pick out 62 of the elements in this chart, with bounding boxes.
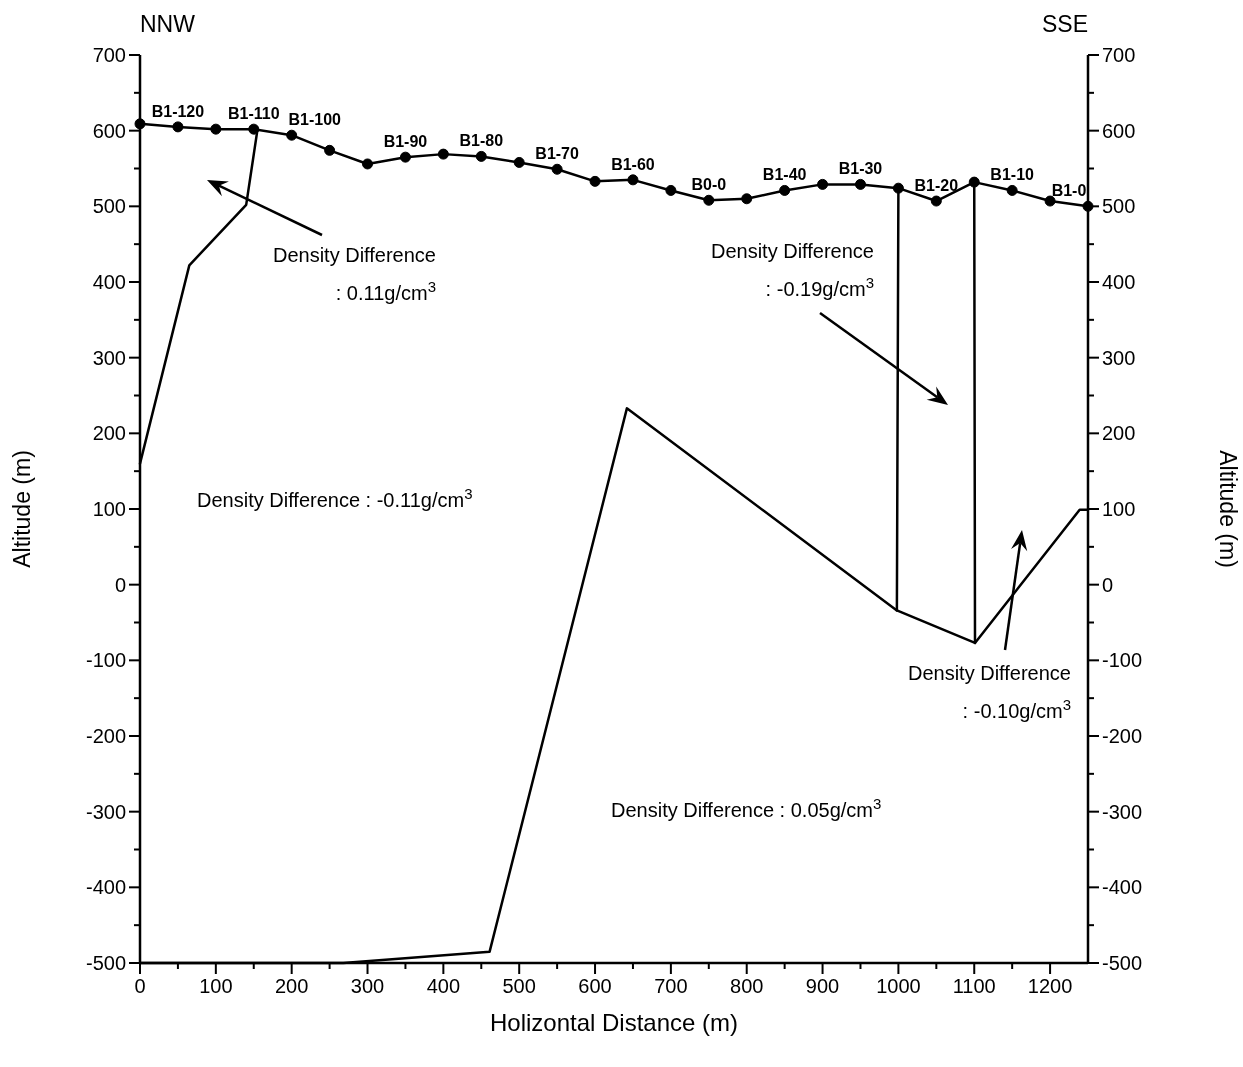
annotation: B1-10 bbox=[990, 166, 1035, 184]
x-tick-label: 500 bbox=[502, 975, 536, 997]
annotation: Density Difference : 0.05g/cm$^{3}$ bbox=[611, 794, 882, 821]
y2-tick-label: 600 bbox=[1102, 119, 1136, 142]
annotation: Density Difference : -0.10g/cm$^{3}$ bbox=[907, 662, 1071, 722]
y2-tick-label: 100 bbox=[1102, 498, 1136, 520]
y2-tick-label: -200 bbox=[1102, 725, 1143, 747]
y2-tick-label: 200 bbox=[1102, 422, 1136, 445]
x-axis-title: Holizontal Distance (m) bbox=[489, 1009, 739, 1036]
text: SSE bbox=[1041, 11, 1088, 37]
x-tick-label: 1100 bbox=[952, 975, 996, 997]
annotation: B1-120 bbox=[151, 102, 205, 120]
x-tick-label: 400 bbox=[426, 975, 461, 997]
y2-tick-label: -300 bbox=[1102, 800, 1143, 823]
y-tick-label: -300 bbox=[85, 800, 126, 823]
annotation: B1-80 bbox=[459, 132, 504, 150]
y-tick-label: 100 bbox=[92, 498, 126, 520]
annotation: B1-0 bbox=[1051, 182, 1087, 200]
annotation: Density Difference : 0.11g/cm$^{3}$ bbox=[272, 244, 436, 304]
y2-tick-label: 500 bbox=[1102, 195, 1136, 218]
y2-tick-label: -100 bbox=[1102, 649, 1143, 672]
annotation: B1-100 bbox=[288, 111, 342, 129]
x-tick-label: 0 bbox=[134, 975, 146, 997]
y-tick-label: -400 bbox=[85, 876, 126, 899]
x-tick-label: 700 bbox=[654, 975, 688, 997]
y-tick-label: 200 bbox=[92, 422, 126, 445]
y-tick-label: 0 bbox=[114, 573, 126, 596]
x-tick-label: 1200 bbox=[1027, 975, 1073, 997]
y-tick-label: 700 bbox=[92, 44, 126, 66]
y-tick-label: 400 bbox=[92, 271, 126, 293]
annotation: B1-90 bbox=[383, 133, 428, 151]
y-axis-title: Altitude (m) bbox=[9, 450, 35, 568]
y2-tick-label: 300 bbox=[1102, 346, 1136, 369]
annotation: B1-60 bbox=[611, 155, 655, 173]
x-tick-label: 200 bbox=[274, 975, 309, 997]
x-tick-label: 300 bbox=[350, 975, 385, 997]
y-tick-label: 300 bbox=[92, 346, 126, 369]
y-tick-label: -500 bbox=[85, 952, 126, 974]
text: NNW bbox=[140, 11, 196, 37]
y-tick-label: -200 bbox=[85, 725, 126, 747]
annotation: B0-0 bbox=[691, 176, 727, 194]
annotation: B1-30 bbox=[838, 160, 883, 178]
y-tick-label: 500 bbox=[92, 195, 126, 218]
annotation: Density Difference : -0.19g/cm$^{3}$ bbox=[710, 240, 874, 300]
y2-axis-title: Altitude (m) bbox=[1215, 450, 1241, 568]
y2-tick-label: -400 bbox=[1102, 876, 1143, 899]
annotation: B1-110 bbox=[227, 105, 280, 123]
x-tick-label: 100 bbox=[199, 975, 233, 997]
annotation: Density Difference : -0.11g/cm$^{3}$ bbox=[197, 484, 473, 511]
annotation: B1-20 bbox=[914, 177, 959, 195]
y-tick-label: 600 bbox=[92, 119, 126, 142]
x-tick-label: 800 bbox=[730, 975, 764, 997]
y2-tick-label: 700 bbox=[1102, 44, 1136, 66]
y2-tick-label: 400 bbox=[1102, 271, 1136, 293]
x-tick-label: 600 bbox=[578, 975, 612, 997]
annotation: B1-40 bbox=[762, 166, 807, 184]
x-tick-label: 1000 bbox=[876, 975, 921, 997]
y-tick-label: -100 bbox=[85, 649, 126, 672]
y2-tick-label: -500 bbox=[1102, 952, 1143, 974]
y2-tick-label: 0 bbox=[1102, 573, 1114, 596]
annotation: B1-70 bbox=[535, 145, 580, 163]
x-tick-label: 900 bbox=[805, 975, 840, 997]
